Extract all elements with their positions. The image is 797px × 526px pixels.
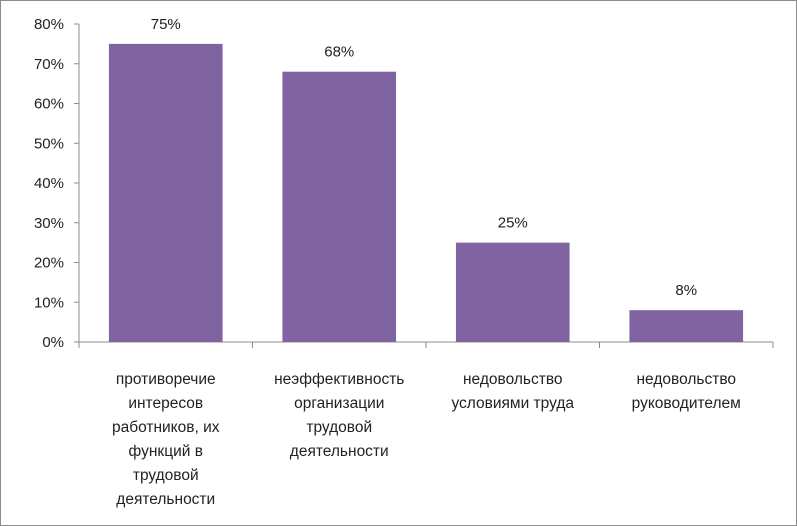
y-tick-label: 70% [34, 56, 64, 73]
y-axis: 0% 10% 20% 30% 40% 50% 60% 70% 80% [34, 16, 80, 351]
bar [108, 43, 223, 342]
bars [108, 43, 744, 342]
y-tick-label: 80% [34, 16, 64, 33]
y-tick-label: 0% [42, 334, 64, 351]
category-labels: противоречие интересов работников, их функц… [112, 371, 741, 508]
y-tick-label: 40% [34, 175, 64, 192]
y-tick-label: 60% [34, 96, 64, 113]
y-tick-label: 20% [34, 255, 64, 272]
data-label: 25% [498, 215, 528, 232]
x-category-label: неэффективность организации трудовой деятел… [274, 371, 404, 460]
data-label: 75% [151, 16, 181, 33]
bar [282, 71, 397, 342]
x-category-label: недовольство условиями труда [451, 371, 574, 412]
x-category-label: недовольство руководителем [632, 371, 741, 412]
data-label: 68% [324, 44, 354, 61]
y-tick-label: 50% [34, 135, 64, 152]
bar [455, 242, 570, 342]
bar [629, 310, 744, 342]
x-axis [78, 341, 774, 348]
data-label: 8% [675, 282, 697, 299]
y-tick-label: 30% [34, 215, 64, 232]
data-labels: 75% 68% 25% 8% [151, 16, 697, 299]
x-category-label: противоречие интересов работников, их функц… [112, 371, 220, 508]
y-tick-label: 10% [34, 294, 64, 311]
